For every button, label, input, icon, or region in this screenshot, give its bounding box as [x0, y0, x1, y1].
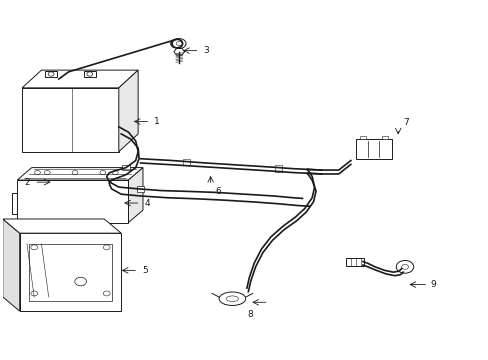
Polygon shape [128, 168, 142, 222]
FancyBboxPatch shape [20, 233, 121, 311]
FancyBboxPatch shape [22, 88, 119, 152]
FancyBboxPatch shape [122, 165, 130, 170]
Polygon shape [3, 219, 121, 233]
Polygon shape [17, 168, 142, 180]
FancyBboxPatch shape [183, 159, 189, 166]
FancyBboxPatch shape [137, 186, 144, 192]
FancyBboxPatch shape [359, 136, 365, 139]
FancyBboxPatch shape [381, 136, 387, 139]
Text: 7: 7 [402, 118, 408, 127]
FancyBboxPatch shape [274, 166, 281, 172]
Text: 9: 9 [430, 280, 435, 289]
Text: 1: 1 [154, 117, 160, 126]
Polygon shape [22, 70, 138, 88]
FancyBboxPatch shape [29, 244, 111, 301]
Ellipse shape [226, 296, 238, 302]
Polygon shape [3, 219, 20, 311]
FancyBboxPatch shape [45, 71, 57, 77]
Text: 3: 3 [203, 46, 209, 55]
Text: 5: 5 [142, 266, 147, 275]
Polygon shape [119, 70, 138, 152]
Polygon shape [12, 193, 17, 214]
Text: 6: 6 [215, 187, 221, 196]
Text: 2: 2 [25, 177, 30, 186]
FancyBboxPatch shape [29, 175, 51, 189]
Text: 4: 4 [144, 198, 150, 207]
Ellipse shape [219, 292, 245, 306]
Text: 8: 8 [246, 310, 252, 319]
FancyBboxPatch shape [346, 258, 364, 266]
Polygon shape [29, 171, 56, 175]
FancyBboxPatch shape [17, 180, 128, 222]
FancyBboxPatch shape [355, 139, 391, 159]
FancyBboxPatch shape [84, 71, 95, 77]
